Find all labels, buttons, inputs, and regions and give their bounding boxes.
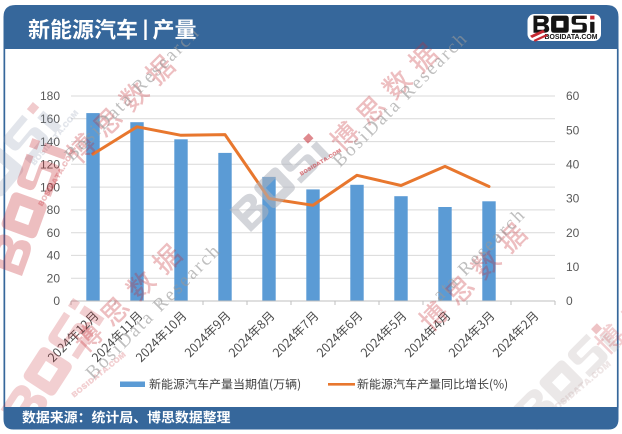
svg-text:180: 180	[40, 89, 60, 103]
svg-text:60: 60	[566, 89, 580, 103]
svg-text:BOSIDATA.COM: BOSIDATA.COM	[545, 34, 598, 41]
svg-text:20: 20	[47, 271, 61, 285]
svg-text:80: 80	[47, 203, 61, 217]
svg-text:60: 60	[47, 226, 61, 240]
svg-text:50: 50	[566, 123, 580, 137]
svg-text:0: 0	[566, 294, 573, 308]
svg-text:20: 20	[566, 226, 580, 240]
svg-text:30: 30	[566, 192, 580, 206]
svg-text:10: 10	[566, 260, 580, 274]
svg-text:40: 40	[47, 249, 61, 263]
svg-text:0: 0	[53, 294, 60, 308]
svg-text:40: 40	[566, 158, 580, 172]
